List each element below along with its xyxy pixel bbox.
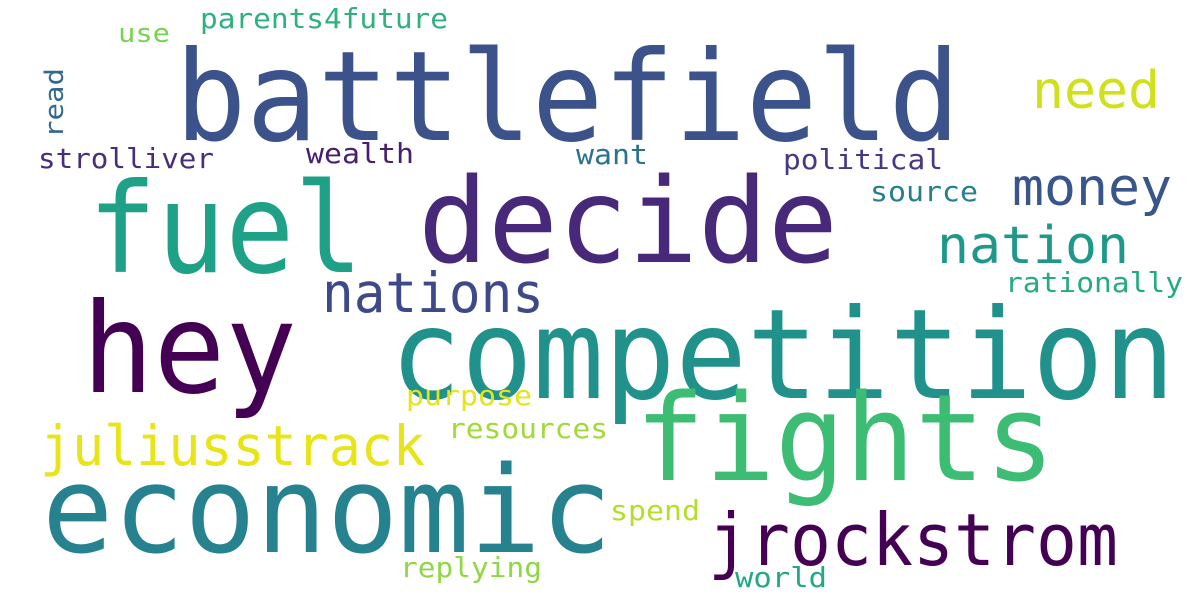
word-fuel: fuel [88, 157, 363, 302]
word-money: money [1012, 158, 1172, 218]
word-spend: spend [610, 494, 700, 527]
word-read: read [40, 68, 70, 138]
word-need: need [1032, 61, 1160, 121]
word-use: use [118, 19, 170, 49]
word-jrockstrom: jrockstrom [708, 498, 1118, 582]
word-want: want [576, 138, 648, 171]
word-source: source [870, 175, 978, 208]
word-nations: nations [322, 261, 544, 325]
word-world: world [735, 561, 827, 594]
word-nation: nation [937, 216, 1129, 276]
word-rationally: rationally [1005, 266, 1183, 299]
word-wealth: wealth [306, 137, 414, 170]
word-fights: fights [635, 370, 1055, 509]
word-decide: decide [418, 152, 838, 290]
word-strolliver: strolliver [38, 142, 214, 175]
word-economic: economic [42, 442, 612, 581]
word-battlefield: battlefield [175, 25, 960, 170]
word-political: political [783, 143, 943, 176]
word-competition: competition [390, 283, 1175, 428]
word-replying: replying [400, 551, 542, 584]
word-purpose: purpose [406, 379, 532, 412]
word-hey: hey [82, 277, 297, 422]
word-juliusstrack: juliusstrack [40, 414, 425, 478]
word-resources: resources [448, 412, 608, 445]
word-parents4future: parents4future [200, 2, 448, 35]
